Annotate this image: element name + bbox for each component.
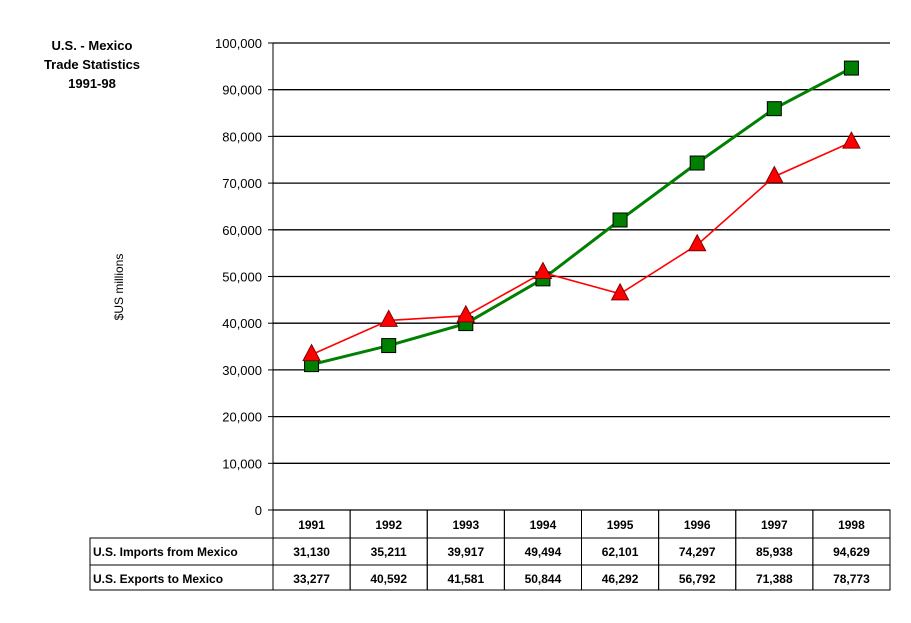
data-label: 40,592 xyxy=(370,572,407,586)
data-label: 49,494 xyxy=(525,545,562,559)
y-tick-label: 100,000 xyxy=(215,36,262,51)
data-point xyxy=(764,165,784,184)
y-tick-label: 30,000 xyxy=(222,363,262,378)
x-tick-label: 1997 xyxy=(761,518,788,532)
data-label: 62,101 xyxy=(602,545,639,559)
y-tick-label: 40,000 xyxy=(222,316,262,331)
x-tick-label: 1996 xyxy=(684,518,711,532)
data-label: 35,211 xyxy=(371,545,407,559)
legend-entry: U.S. Imports from Mexico xyxy=(93,545,238,559)
x-tick-label: 1992 xyxy=(375,518,402,532)
data-label: 41,581 xyxy=(447,572,484,586)
data-label: 71,388 xyxy=(756,572,793,586)
data-point xyxy=(843,60,859,76)
data-point xyxy=(381,338,397,354)
y-tick-label: 90,000 xyxy=(222,83,262,98)
data-point xyxy=(610,282,630,301)
data-label: 85,938 xyxy=(756,545,793,559)
y-tick-label: 60,000 xyxy=(222,223,262,238)
y-tick-label: 80,000 xyxy=(222,129,262,144)
chart-title-line: 1991-98 xyxy=(68,76,116,91)
data-label: 31,130 xyxy=(293,545,330,559)
data-point xyxy=(687,233,707,252)
data-point xyxy=(533,261,553,280)
x-tick-label: 1998 xyxy=(838,518,865,532)
data-label: 74,297 xyxy=(679,545,716,559)
chart-title-line: Trade Statistics xyxy=(44,57,140,72)
data-table: 1991 1992 1993 1994 1995 1996 1997 1998 U.S. Imp… xyxy=(89,509,891,591)
data-point xyxy=(379,309,399,327)
data-point xyxy=(612,212,628,228)
data-label: 46,292 xyxy=(602,572,639,586)
x-tick-label: 1991 xyxy=(298,518,325,532)
legend-entry: U.S. Exports to Mexico xyxy=(93,572,223,586)
data-point xyxy=(766,101,782,117)
data-label: 94,629 xyxy=(833,545,870,559)
y-tick-label: 10,000 xyxy=(222,456,262,471)
y-axis-ticks: 0 10,000 20,000 30,000 40,000 50,000 60,000 70,… xyxy=(215,36,262,518)
series-lines xyxy=(302,60,861,373)
data-label: 50,844 xyxy=(525,572,562,586)
y-tick-label: 70,000 xyxy=(222,176,262,191)
data-label: 39,917 xyxy=(447,545,484,559)
data-label: 33,277 xyxy=(293,572,330,586)
chart-title: U.S. - Mexico Trade Statistics 1991-98 xyxy=(44,38,140,91)
data-label: 56,792 xyxy=(679,572,716,586)
y-tick-label: 0 xyxy=(255,503,262,518)
y-axis-label: $US millions xyxy=(112,254,126,321)
data-point xyxy=(689,155,705,171)
x-tick-label: 1994 xyxy=(530,518,557,532)
chart-title-line: U.S. - Mexico xyxy=(52,38,133,53)
x-tick-label: 1993 xyxy=(452,518,479,532)
y-tick-label: 50,000 xyxy=(222,270,262,285)
series-line xyxy=(311,141,852,356)
series-line xyxy=(311,66,853,367)
data-label: 78,773 xyxy=(833,572,870,586)
x-tick-label: 1995 xyxy=(607,518,634,532)
data-point xyxy=(456,304,476,323)
data-point xyxy=(302,343,321,362)
table-cell xyxy=(812,564,891,591)
gridlines xyxy=(268,42,890,511)
data-point xyxy=(842,131,861,149)
series-exports xyxy=(302,131,861,362)
y-tick-label: 20,000 xyxy=(222,410,262,425)
